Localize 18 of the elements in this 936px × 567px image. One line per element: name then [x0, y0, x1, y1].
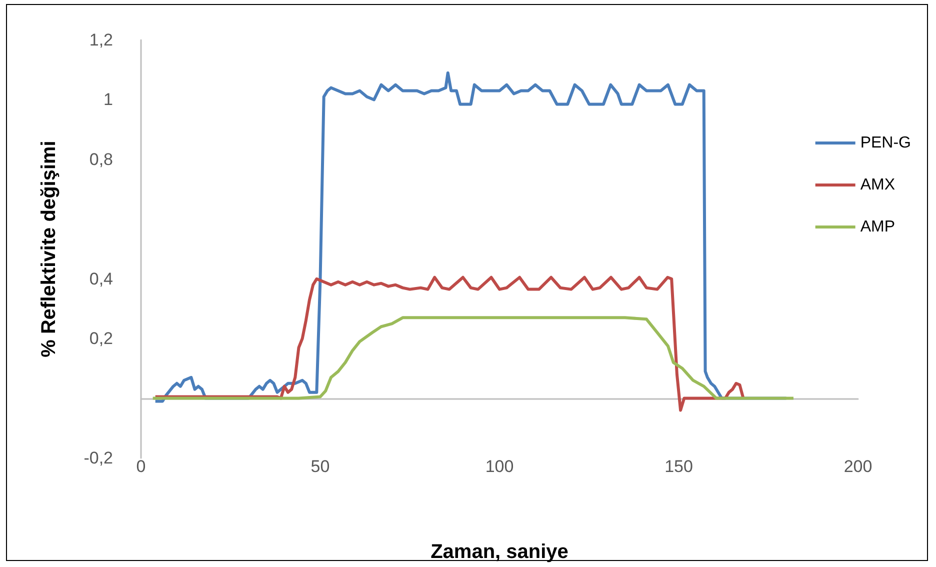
y-tick-label: 1 — [104, 90, 113, 110]
y-tick-label: 1,2 — [89, 30, 113, 50]
y-tick-label: -0,2 — [84, 448, 113, 468]
x-axis-title: Zaman, saniye — [430, 541, 568, 563]
legend-label: PEN-G — [860, 134, 911, 152]
legend-label: AMP — [860, 218, 895, 236]
x-tick-label: 200 — [844, 457, 872, 476]
y-tick-label: 0,4 — [89, 269, 113, 288]
x-tick-label: 100 — [485, 457, 514, 476]
y-axis-title: % Reflektivite değişimi — [38, 140, 60, 358]
y-tick-label: 0,8 — [89, 150, 113, 169]
y-tick-label: 0,2 — [89, 329, 113, 348]
x-tick-label: 0 — [136, 457, 146, 476]
line-series — [154, 276, 745, 412]
x-tick-label: 50 — [310, 457, 330, 476]
x-tick-label: 150 — [664, 457, 693, 476]
legend-label: AMX — [860, 176, 896, 194]
line-series — [151, 316, 795, 400]
